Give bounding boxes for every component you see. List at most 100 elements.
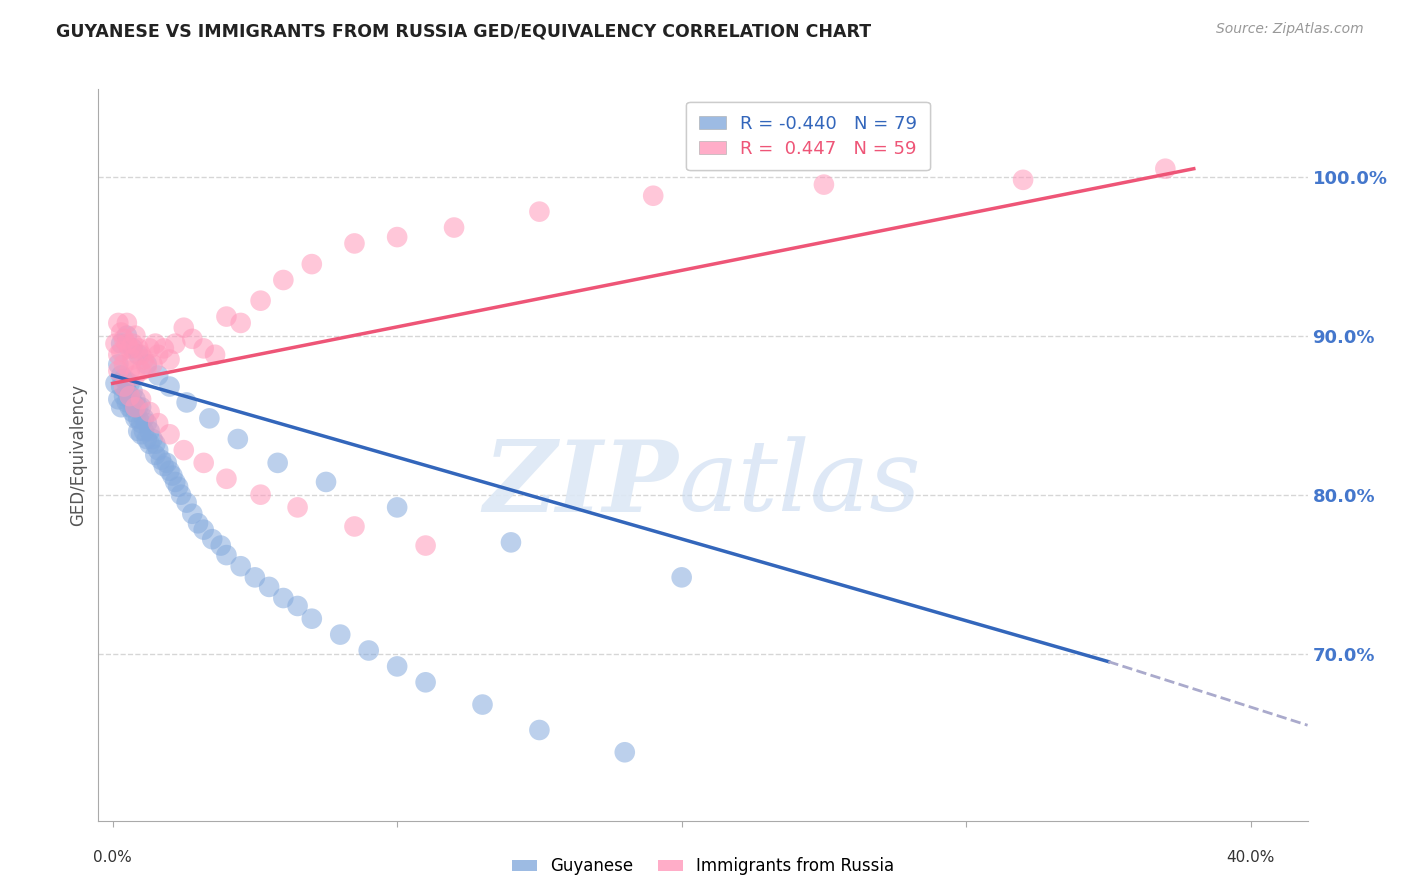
Point bbox=[129, 427, 152, 442]
Point bbox=[121, 352, 143, 367]
Point bbox=[385, 230, 408, 244]
Point bbox=[529, 204, 551, 219]
Point bbox=[193, 342, 215, 356]
Point bbox=[215, 548, 238, 562]
Point bbox=[107, 392, 129, 407]
Point bbox=[112, 357, 135, 371]
Point bbox=[115, 316, 138, 330]
Point bbox=[129, 416, 152, 430]
Point bbox=[135, 416, 157, 430]
Point bbox=[813, 178, 835, 192]
Point bbox=[118, 401, 141, 415]
Point bbox=[124, 368, 146, 383]
Point bbox=[132, 424, 155, 438]
Point bbox=[124, 401, 146, 415]
Point bbox=[146, 443, 169, 458]
Point bbox=[118, 389, 141, 403]
Point bbox=[146, 348, 169, 362]
Point bbox=[159, 379, 181, 393]
Point bbox=[110, 326, 132, 340]
Point bbox=[162, 468, 184, 483]
Point bbox=[132, 411, 155, 425]
Point bbox=[257, 580, 280, 594]
Point bbox=[110, 401, 132, 415]
Point bbox=[415, 539, 437, 553]
Point bbox=[138, 405, 160, 419]
Point bbox=[141, 432, 163, 446]
Point bbox=[124, 411, 146, 425]
Point bbox=[107, 348, 129, 362]
Point bbox=[273, 273, 295, 287]
Point bbox=[385, 659, 408, 673]
Point bbox=[165, 336, 187, 351]
Text: ZIP: ZIP bbox=[484, 436, 679, 533]
Point bbox=[115, 384, 138, 399]
Point bbox=[181, 332, 204, 346]
Point bbox=[193, 456, 215, 470]
Point bbox=[110, 336, 132, 351]
Point bbox=[301, 257, 323, 271]
Point bbox=[107, 357, 129, 371]
Point bbox=[112, 379, 135, 393]
Point bbox=[146, 416, 169, 430]
Point bbox=[118, 376, 141, 391]
Point bbox=[209, 539, 232, 553]
Point bbox=[121, 336, 143, 351]
Point bbox=[229, 559, 252, 574]
Point bbox=[181, 507, 204, 521]
Point bbox=[129, 392, 152, 407]
Point bbox=[138, 342, 160, 356]
Point bbox=[118, 364, 141, 378]
Point bbox=[129, 401, 152, 415]
Point bbox=[343, 519, 366, 533]
Point bbox=[159, 352, 181, 367]
Point bbox=[127, 348, 149, 362]
Point bbox=[110, 344, 132, 359]
Point bbox=[315, 475, 337, 489]
Point bbox=[159, 427, 181, 442]
Point bbox=[343, 236, 366, 251]
Point bbox=[176, 395, 198, 409]
Legend: Guyanese, Immigrants from Russia: Guyanese, Immigrants from Russia bbox=[503, 849, 903, 884]
Point bbox=[287, 599, 309, 613]
Legend: R = -0.440   N = 79, R =  0.447   N = 59: R = -0.440 N = 79, R = 0.447 N = 59 bbox=[686, 102, 929, 170]
Point bbox=[138, 437, 160, 451]
Point bbox=[135, 360, 157, 375]
Point bbox=[329, 627, 352, 641]
Point bbox=[215, 310, 238, 324]
Point bbox=[143, 448, 166, 462]
Point bbox=[112, 389, 135, 403]
Point bbox=[1012, 173, 1035, 187]
Point bbox=[273, 591, 295, 605]
Point bbox=[127, 342, 149, 356]
Point bbox=[129, 364, 152, 378]
Point bbox=[135, 432, 157, 446]
Point bbox=[124, 401, 146, 415]
Point bbox=[135, 357, 157, 371]
Y-axis label: GED/Equivalency: GED/Equivalency bbox=[69, 384, 87, 526]
Text: atlas: atlas bbox=[679, 436, 921, 532]
Point bbox=[146, 368, 169, 383]
Text: GUYANESE VS IMMIGRANTS FROM RUSSIA GED/EQUIVALENCY CORRELATION CHART: GUYANESE VS IMMIGRANTS FROM RUSSIA GED/E… bbox=[56, 22, 872, 40]
Point bbox=[173, 443, 195, 458]
Point bbox=[127, 424, 149, 438]
Point bbox=[115, 395, 138, 409]
Point bbox=[443, 220, 465, 235]
Point bbox=[613, 745, 636, 759]
Text: 0.0%: 0.0% bbox=[93, 850, 132, 865]
Point bbox=[121, 342, 143, 356]
Text: 40.0%: 40.0% bbox=[1226, 850, 1275, 865]
Point bbox=[107, 364, 129, 378]
Point bbox=[141, 357, 163, 371]
Point bbox=[104, 376, 127, 391]
Point bbox=[104, 336, 127, 351]
Point bbox=[243, 570, 266, 584]
Point bbox=[110, 368, 132, 383]
Point bbox=[115, 328, 138, 343]
Point bbox=[165, 475, 187, 489]
Point bbox=[193, 523, 215, 537]
Point bbox=[118, 342, 141, 356]
Point bbox=[1154, 161, 1177, 176]
Point bbox=[143, 437, 166, 451]
Point bbox=[249, 488, 271, 502]
